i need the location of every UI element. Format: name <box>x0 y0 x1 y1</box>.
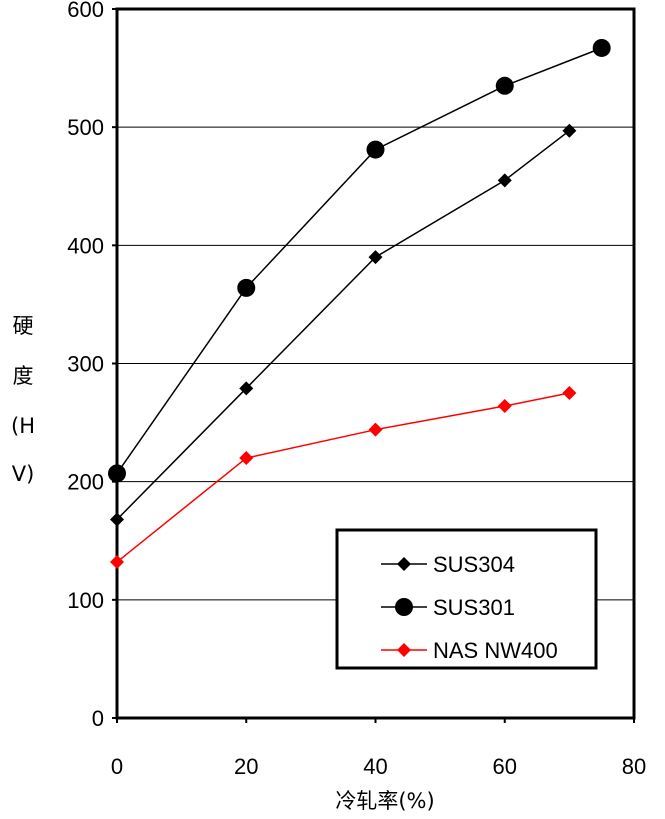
legend-label: SUS304 <box>433 552 515 577</box>
y-axis-label-part: 度 <box>13 364 34 388</box>
y-tick-label: 100 <box>67 588 104 613</box>
y-axis-label: 硬度 (H V) <box>11 314 35 486</box>
y-tick-label: 500 <box>67 115 104 140</box>
data-point <box>108 464 126 483</box>
data-point <box>110 512 124 527</box>
legend-label: SUS301 <box>433 595 515 620</box>
series-nas-nw400 <box>110 386 577 570</box>
legend-item: NAS NW400 <box>381 638 558 663</box>
data-point <box>562 386 577 401</box>
legend-label: NAS NW400 <box>433 638 558 663</box>
data-point <box>497 173 512 188</box>
series-layer <box>108 38 611 570</box>
data-point <box>366 140 385 159</box>
y-tick-label: 600 <box>67 0 104 22</box>
legend: SUS304 SUS301 NAS NW400 <box>335 528 598 670</box>
x-axis-ticks: 0 20 40 60 80 <box>111 718 646 779</box>
y-axis-label-part: (H <box>11 414 35 438</box>
series-line <box>116 47 602 474</box>
data-point <box>110 555 124 570</box>
x-tick-label: 40 <box>363 754 387 779</box>
y-tick-label: 0 <box>92 706 104 731</box>
series-line <box>116 130 570 521</box>
legend-marker <box>397 643 411 657</box>
y-axis-ticks: 0 100 200 300 400 500 600 <box>67 0 117 731</box>
data-point <box>237 278 256 297</box>
data-point <box>239 451 254 466</box>
y-axis-label-part: V) <box>12 462 35 486</box>
data-point <box>592 38 611 57</box>
data-point <box>495 76 514 95</box>
x-tick-label: 20 <box>234 754 258 779</box>
y-tick-label: 300 <box>67 352 104 377</box>
data-point <box>368 250 383 265</box>
data-point <box>497 399 512 414</box>
x-tick-label: 60 <box>493 754 517 779</box>
legend-box <box>335 528 598 670</box>
y-axis-label-part: 硬 <box>13 314 34 338</box>
y-tick-label: 400 <box>67 233 104 258</box>
legend-marker <box>397 557 411 571</box>
series-sus301 <box>108 38 611 483</box>
x-tick-label: 0 <box>111 754 123 779</box>
data-point <box>368 422 383 437</box>
series-sus304 <box>110 123 577 527</box>
y-tick-label: 200 <box>67 470 104 495</box>
data-point <box>239 381 254 396</box>
legend-item: SUS301 <box>381 595 515 620</box>
x-axis-label: 冷轧率(%) <box>335 789 434 813</box>
legend-item: SUS304 <box>381 552 515 577</box>
legend-marker <box>395 598 413 616</box>
x-tick-label: 80 <box>622 754 646 779</box>
data-point <box>562 123 577 138</box>
